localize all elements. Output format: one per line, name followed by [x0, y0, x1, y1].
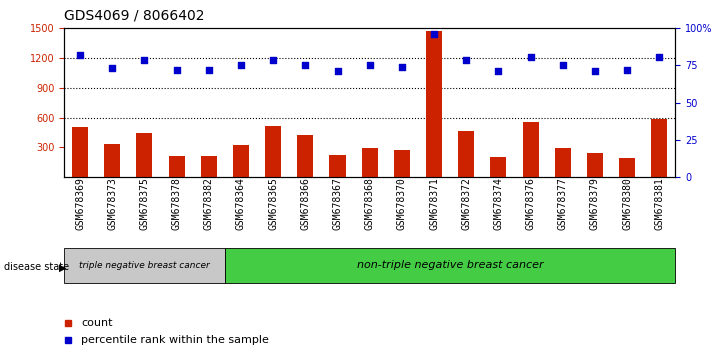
Bar [394, 150, 410, 177]
Text: GSM678378: GSM678378 [171, 177, 181, 230]
Bar [297, 135, 314, 177]
Text: disease state: disease state [4, 262, 69, 272]
Point [267, 57, 279, 62]
Point [589, 69, 601, 74]
Point [235, 63, 247, 68]
Text: GSM678375: GSM678375 [139, 177, 149, 230]
Bar [426, 31, 442, 177]
Text: GSM678379: GSM678379 [590, 177, 600, 230]
FancyBboxPatch shape [64, 248, 225, 283]
Text: GSM678371: GSM678371 [429, 177, 439, 230]
Bar [362, 148, 378, 177]
Bar [587, 153, 603, 177]
Point [493, 69, 504, 74]
Text: GSM678377: GSM678377 [558, 177, 568, 230]
Text: GSM678365: GSM678365 [268, 177, 278, 230]
Bar [137, 133, 152, 177]
Point [75, 52, 86, 58]
Text: triple negative breast cancer: triple negative breast cancer [79, 261, 210, 270]
FancyBboxPatch shape [225, 248, 675, 283]
Text: GSM678376: GSM678376 [525, 177, 535, 230]
Bar [265, 126, 282, 177]
Point [621, 67, 633, 73]
Point [332, 69, 343, 74]
Point [107, 65, 118, 71]
Text: GDS4069 / 8066402: GDS4069 / 8066402 [64, 8, 205, 22]
Point [429, 32, 440, 37]
Bar [555, 148, 571, 177]
Point [203, 67, 215, 73]
Point [461, 57, 472, 62]
Text: GSM678366: GSM678366 [300, 177, 311, 230]
Bar [651, 119, 668, 177]
Text: ▶: ▶ [59, 262, 67, 272]
Text: GSM678382: GSM678382 [204, 177, 214, 230]
Text: GSM678364: GSM678364 [236, 177, 246, 230]
Bar [458, 131, 474, 177]
Bar [233, 145, 249, 177]
Point [139, 57, 150, 62]
Text: GSM678374: GSM678374 [493, 177, 503, 230]
Point [364, 63, 375, 68]
Text: GSM678370: GSM678370 [397, 177, 407, 230]
Bar [491, 157, 506, 177]
Text: GSM678380: GSM678380 [622, 177, 632, 230]
Text: GSM678368: GSM678368 [365, 177, 375, 230]
Text: GSM678369: GSM678369 [75, 177, 85, 230]
Bar [105, 144, 120, 177]
Bar [619, 158, 635, 177]
Point [171, 67, 182, 73]
Point [653, 54, 665, 59]
Text: count: count [81, 318, 112, 328]
Text: percentile rank within the sample: percentile rank within the sample [81, 335, 269, 345]
Point [396, 64, 407, 70]
Bar [329, 155, 346, 177]
Bar [169, 156, 185, 177]
Text: GSM678372: GSM678372 [461, 177, 471, 230]
Point [525, 54, 536, 59]
Bar [523, 122, 539, 177]
Bar [72, 127, 88, 177]
Text: GSM678373: GSM678373 [107, 177, 117, 230]
Text: GSM678381: GSM678381 [654, 177, 664, 230]
Text: GSM678367: GSM678367 [333, 177, 343, 230]
Bar [201, 156, 217, 177]
Point [557, 63, 569, 68]
Point [299, 63, 311, 68]
Text: non-triple negative breast cancer: non-triple negative breast cancer [357, 261, 543, 270]
